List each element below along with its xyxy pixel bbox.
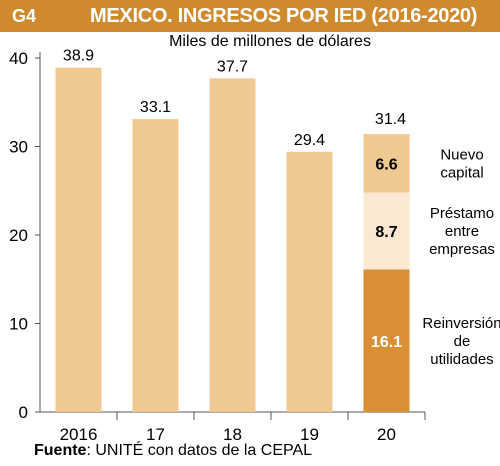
bar-value-label: 33.1 <box>140 99 171 116</box>
bar <box>55 67 102 413</box>
figure-tag: G4 <box>12 6 37 26</box>
segment-value-label: 8.7 <box>375 224 397 241</box>
source-text: : UNITÉ con datos de la CEPAL <box>86 442 313 459</box>
chart-subtitle: Miles de millones de dólares <box>169 33 371 50</box>
bar <box>286 151 333 412</box>
x-tick-label: 19 <box>300 425 319 444</box>
bar-segment <box>363 134 410 193</box>
segment-legend-label: Reinversión <box>422 315 500 332</box>
segment-value-label: 6.6 <box>375 156 397 173</box>
bar <box>209 78 256 412</box>
segment-legend-label: Nuevo <box>440 146 483 163</box>
bar-segment <box>363 269 410 412</box>
bar-value-label: 38.9 <box>63 48 94 65</box>
y-tick-label: 0 <box>19 403 28 422</box>
chart-title: MEXICO. INGRESOS POR IED (2016-2020) <box>90 5 478 27</box>
bar <box>132 119 179 412</box>
source-label: Fuente <box>34 442 87 459</box>
segment-legend-label: Préstamo <box>430 205 494 222</box>
source-note: Fuente: UNITÉ con datos de la CEPAL <box>34 442 312 460</box>
y-tick-label: 10 <box>9 315 28 334</box>
y-tick-label: 40 <box>9 49 28 68</box>
bar-value-label: 37.7 <box>217 58 248 75</box>
x-tick-label: 20 <box>377 425 396 444</box>
segment-legend-label: utilidades <box>430 351 493 368</box>
bar-value-label: 29.4 <box>294 132 325 149</box>
bar-value-label: 31.4 <box>375 111 406 128</box>
x-tick-label: 2016 <box>60 425 98 444</box>
y-tick-label: 30 <box>9 138 28 157</box>
x-tick-label: 17 <box>146 425 165 444</box>
segment-legend-label: entre <box>445 223 479 240</box>
y-tick-label: 20 <box>9 226 28 245</box>
segment-legend-label: capital <box>440 164 483 181</box>
segment-value-label: 16.1 <box>371 334 402 351</box>
segment-legend-label: de <box>454 333 471 350</box>
title-banner: G4 MEXICO. INGRESOS POR IED (2016-2020) <box>0 0 500 32</box>
x-tick-label: 18 <box>223 425 242 444</box>
bar-segment <box>363 192 410 270</box>
segment-legend-label: empresas <box>429 241 495 258</box>
